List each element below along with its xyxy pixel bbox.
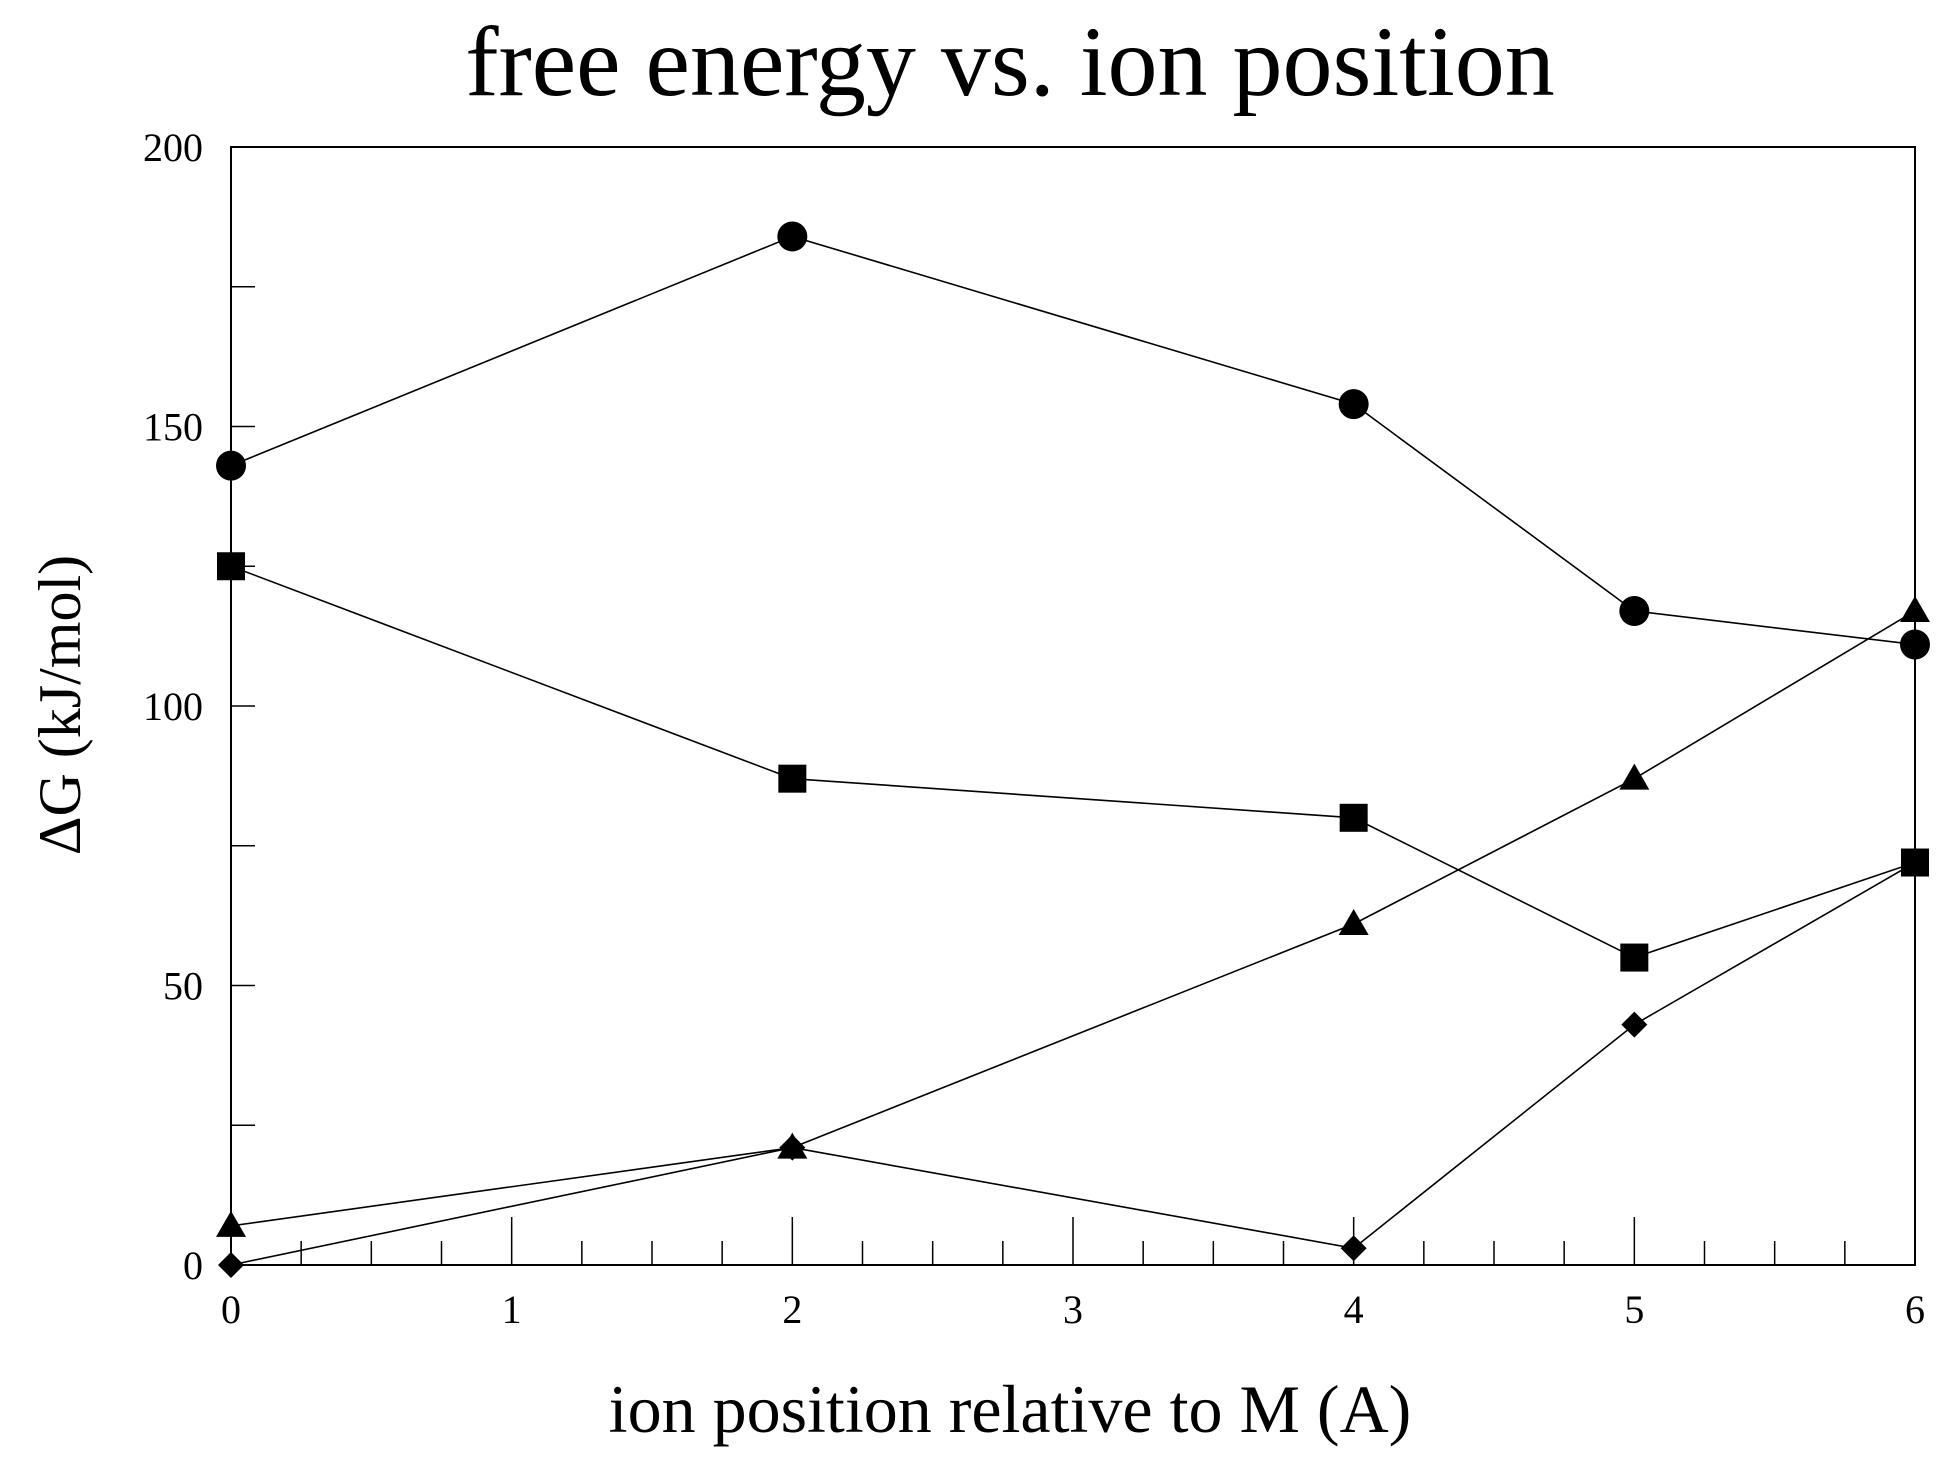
circle-marker <box>1900 629 1930 660</box>
triangle-marker <box>1338 909 1369 936</box>
x-tick-label: 6 <box>1905 1287 1925 1332</box>
plot-frame <box>230 146 1916 1266</box>
y-tick-label: 200 <box>143 125 203 170</box>
y-tick-label: 150 <box>143 405 203 450</box>
x-tick-label: 3 <box>1063 1287 1083 1332</box>
square-marker <box>217 552 245 581</box>
triangle-marker <box>1900 595 1930 622</box>
series-line-diamonds <box>230 861 1916 1266</box>
y-tick-label: 50 <box>163 964 203 1009</box>
axis-ticks <box>230 146 1916 1266</box>
diamond-marker <box>1621 1011 1648 1038</box>
series-line-triangles <box>230 610 1916 1227</box>
square-marker <box>778 764 807 793</box>
y-tick-label: 100 <box>143 684 203 729</box>
x-tick-label: 2 <box>782 1287 802 1332</box>
series-circles <box>216 221 1930 660</box>
x-tick-label: 1 <box>502 1287 522 1332</box>
circle-marker <box>1619 595 1650 626</box>
x-tick-label: 5 <box>1624 1287 1644 1332</box>
series-diamonds <box>218 849 1928 1278</box>
triangle-marker <box>1619 763 1650 790</box>
chart-title: free energy vs. ion position <box>465 6 1555 117</box>
square-marker <box>1339 803 1368 832</box>
square-marker <box>1620 943 1649 972</box>
series-layer <box>216 221 1930 1278</box>
circle-marker <box>777 221 808 252</box>
x-axis-label: ion position relative to M (A) <box>609 1371 1412 1447</box>
series-triangles <box>216 595 1930 1237</box>
y-axis-label: ΔG (kJ/mol) <box>27 555 93 855</box>
axis-tick-labels: 0 1 2 3 4 5 6 0 50 100 150 200 <box>143 125 1925 1332</box>
x-tick-label: 4 <box>1344 1287 1364 1332</box>
circle-marker <box>1338 389 1369 420</box>
circle-marker <box>216 450 246 481</box>
diamond-marker <box>1340 1235 1367 1262</box>
y-tick-label: 0 <box>183 1243 203 1288</box>
diamond-marker <box>779 1134 806 1161</box>
triangle-marker <box>216 1210 246 1237</box>
diamond-marker <box>218 1252 244 1278</box>
series-line-circles <box>230 235 1916 646</box>
x-tick-label: 0 <box>221 1287 241 1332</box>
diamond-marker <box>1902 849 1928 876</box>
